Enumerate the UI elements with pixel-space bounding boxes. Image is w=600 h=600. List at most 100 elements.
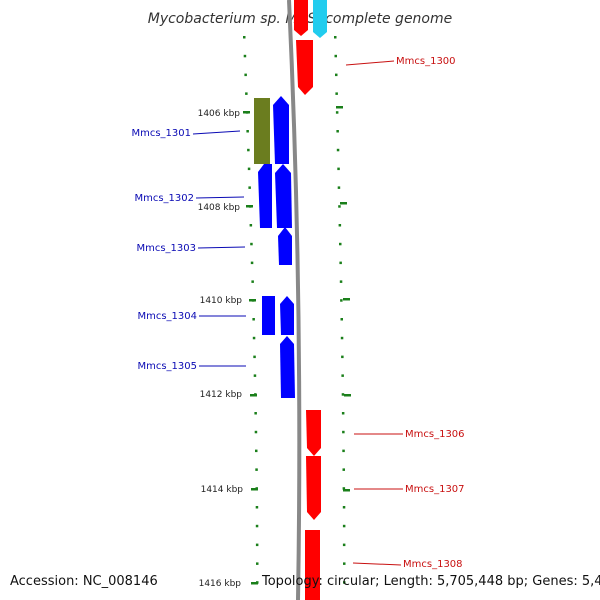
right-tick-dot	[341, 393, 345, 396]
left-tick-dot	[250, 242, 253, 246]
left-tick-dot	[245, 92, 248, 95]
left-tick-dot	[254, 430, 258, 434]
left-tick-dot	[253, 355, 256, 359]
left-tick-dot	[255, 449, 258, 453]
gene-label-mmcs-1300[interactable]: Mmcs_1300	[396, 56, 456, 67]
right-tick-dot	[342, 430, 345, 434]
right-major-tick	[343, 489, 350, 492]
right-tick-dot	[342, 524, 346, 528]
kbp-label: 1408 kbp	[198, 203, 241, 213]
gene-label-mmcs-1308[interactable]: Mmcs_1308	[403, 559, 463, 570]
kbp-tick	[251, 488, 258, 491]
left-tick-dot	[243, 36, 246, 39]
kbp-tick	[250, 394, 257, 397]
right-tick-dot	[338, 205, 341, 208]
right-major-tick	[344, 394, 351, 397]
gene-mmcs-1301-arrow[interactable]	[273, 96, 289, 164]
kbp-label: 1410 kbp	[200, 296, 243, 306]
right-tick-dot	[337, 186, 341, 189]
left-tick-dot	[255, 468, 258, 471]
right-tick-dot	[338, 224, 342, 227]
right-tick-dot	[335, 92, 338, 95]
gene-label-mmcs-1301[interactable]: Mmcs_1301	[131, 128, 191, 139]
right-tick-column	[334, 36, 346, 584]
right-tick-dot	[336, 130, 339, 133]
leader-line	[195, 196, 245, 199]
gene-mmcs-1302-block[interactable]	[258, 164, 272, 228]
gene-label-mmcs-1307[interactable]: Mmcs_1307	[405, 484, 465, 495]
left-tick-dot	[254, 412, 257, 415]
left-tick-dot	[244, 73, 247, 77]
gene-mmcs-1307-arrow[interactable]	[306, 456, 321, 520]
right-tick-dot	[335, 73, 338, 77]
kbp-tick	[246, 205, 253, 208]
left-tick-dot	[256, 562, 259, 565]
right-tick-dot	[342, 543, 346, 547]
right-tick-dot	[334, 36, 337, 39]
left-tick-dot	[252, 318, 255, 321]
gene-top-cyan-fragment[interactable]	[313, 0, 327, 38]
right-tick-dot	[340, 299, 343, 302]
kbp-scale: 1406 kbp 1408 kbp 1410 kbp 1412 kbp 1414…	[198, 109, 258, 589]
kbp-label: 1414 kbp	[201, 485, 244, 495]
gene-mmcs-1304-arrow[interactable]	[280, 296, 294, 335]
gene-top-red-fragment[interactable]	[294, 0, 308, 36]
kbp-label: 1412 kbp	[200, 390, 243, 400]
right-tick-dot	[343, 562, 346, 565]
right-tick-dot	[339, 261, 342, 265]
right-tick-dot	[341, 374, 344, 377]
reverse-strand-genes	[254, 96, 295, 398]
left-tick-dot	[251, 280, 254, 283]
gene-mmcs-1306-arrow[interactable]	[306, 410, 321, 456]
gene-mmcs-1303-arrow[interactable]	[278, 227, 292, 265]
right-tick-dot	[341, 355, 344, 359]
gene-mmcs-1300-arrow[interactable]	[296, 40, 313, 95]
gene-mmcs-1308-arrow[interactable]	[305, 530, 320, 600]
gene-label-mmcs-1302[interactable]: Mmcs_1302	[134, 193, 194, 204]
kbp-tick	[243, 111, 250, 114]
right-tick-dot	[342, 468, 345, 471]
right-major-ticks	[336, 106, 351, 492]
left-tick-dot	[255, 543, 259, 547]
right-tick-dot	[337, 167, 340, 171]
leader-line	[197, 246, 246, 249]
gene-mmcs-1301-olive-block[interactable]	[254, 98, 270, 164]
kbp-label: 1416 kbp	[199, 579, 242, 589]
leader-line	[352, 562, 402, 566]
right-tick-dot	[339, 280, 343, 283]
right-tick-dot	[342, 506, 346, 509]
kbp-tick	[251, 582, 258, 585]
left-tick-dot	[246, 130, 249, 133]
gene-label-mmcs-1303[interactable]: Mmcs_1303	[136, 243, 196, 254]
gene-label-mmcs-1306[interactable]: Mmcs_1306	[405, 429, 465, 440]
right-tick-dot	[335, 111, 339, 114]
gene-mmcs-1305-arrow[interactable]	[280, 336, 295, 398]
genome-backbone	[287, 0, 302, 600]
left-tick-dot	[248, 186, 251, 189]
left-tick-dot	[255, 506, 259, 509]
right-tick-dot	[336, 148, 340, 152]
right-major-tick	[343, 298, 350, 301]
left-tick-dot	[247, 167, 251, 171]
left-tick-dot	[253, 374, 257, 377]
left-tick-dot	[247, 148, 250, 152]
gene-label-mmcs-1305[interactable]: Mmcs_1305	[137, 361, 197, 372]
topology-summary: Topology: circular; Length: 5,705,448 bp…	[262, 574, 600, 589]
right-tick-dot	[342, 449, 345, 453]
leader-line	[345, 60, 395, 66]
right-tick-dot	[342, 487, 346, 490]
right-tick-dot	[341, 412, 345, 415]
left-tick-dot	[249, 224, 253, 227]
kbp-label: 1406 kbp	[198, 109, 241, 119]
leader-line	[192, 130, 241, 135]
right-major-tick	[336, 106, 343, 109]
gene-mmcs-1302-arrow[interactable]	[275, 164, 292, 228]
left-tick-dot	[250, 261, 254, 265]
right-tick-dot	[334, 54, 337, 58]
right-tick-dot	[339, 242, 342, 246]
right-tick-dot	[340, 336, 344, 340]
gene-mmcs-1304-block[interactable]	[262, 296, 275, 335]
gene-label-mmcs-1304[interactable]: Mmcs_1304	[137, 311, 197, 322]
accession-label: Accession: NC_008146	[10, 574, 158, 589]
right-tick-dot	[340, 318, 343, 321]
